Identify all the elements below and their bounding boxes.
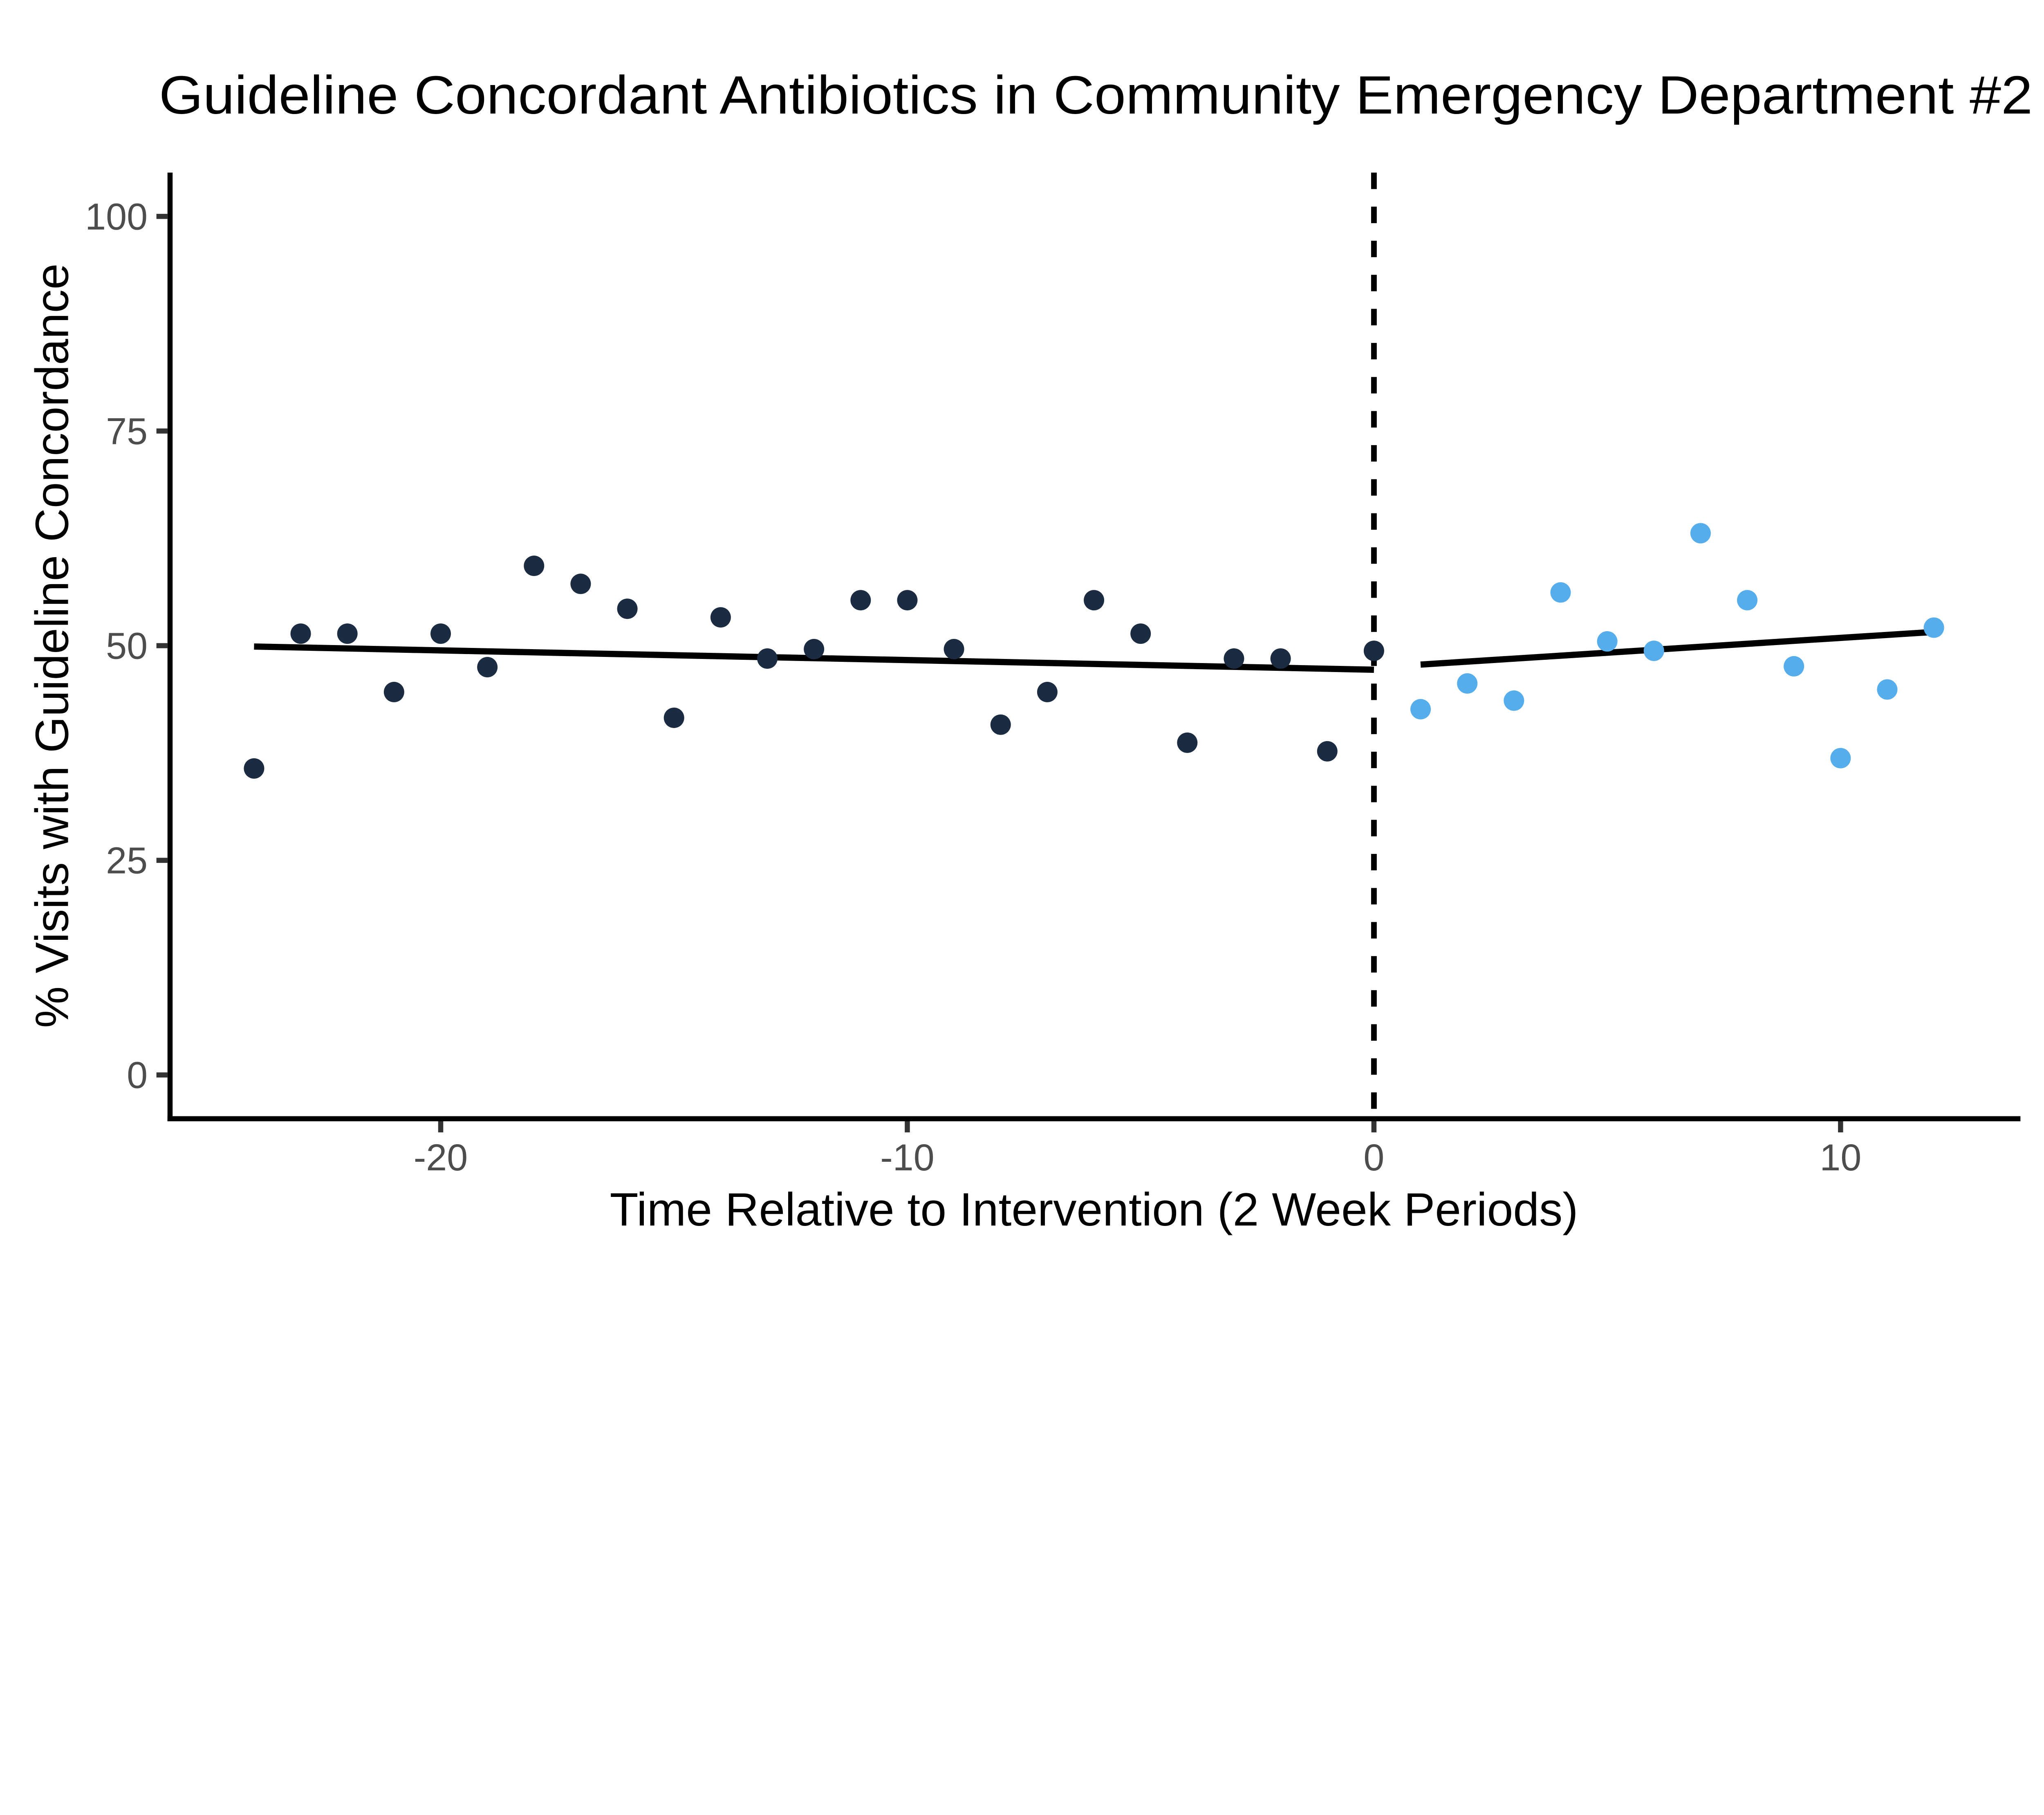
x-axis-title: Time Relative to Intervention (2 Week Pe… — [610, 1183, 1578, 1236]
data-point-post-intervention — [1877, 679, 1898, 700]
y-axis-title: % Visits with Guideline Concordance — [26, 263, 78, 1028]
data-point-pre-intervention — [617, 598, 638, 619]
y-tick-label: 50 — [106, 625, 148, 667]
data-point-pre-intervention — [1084, 590, 1105, 611]
data-point-pre-intervention — [897, 590, 918, 611]
data-point-post-intervention — [1690, 523, 1711, 544]
data-point-post-intervention — [1830, 748, 1851, 769]
data-point-post-intervention — [1410, 699, 1431, 719]
chart-figure: 0 25 50 75 100 -20 -10 0 10 Guideline Concordant … — [26, 65, 2033, 1236]
data-point-pre-intervention — [524, 556, 545, 576]
x-tick-label: 10 — [1820, 1137, 1861, 1179]
x-tick-label: -20 — [414, 1137, 468, 1179]
data-point-pre-intervention — [850, 590, 871, 611]
scatter-chart: 0 25 50 75 100 -20 -10 0 10 Guideline Concordant … — [26, 65, 2033, 1236]
data-point-pre-intervention — [804, 639, 825, 659]
y-tick-label: 25 — [106, 840, 148, 882]
y-tick-label: 0 — [127, 1055, 148, 1096]
data-point-pre-intervention — [710, 607, 731, 628]
data-point-pre-intervention — [1317, 741, 1338, 762]
data-point-pre-intervention — [1037, 681, 1058, 702]
data-point-pre-intervention — [944, 639, 964, 659]
y-tick-label: 75 — [106, 410, 148, 452]
data-point-pre-intervention — [430, 623, 451, 644]
data-point-pre-intervention — [1224, 648, 1244, 669]
data-point-pre-intervention — [1177, 732, 1198, 753]
data-point-pre-intervention — [1363, 641, 1384, 661]
post-trend-line — [1420, 629, 1934, 668]
data-point-post-intervention — [1643, 641, 1664, 661]
chart-title: Guideline Concordant Antibiotics in Comm… — [159, 65, 2033, 125]
data-point-post-intervention — [1737, 590, 1758, 611]
data-point-post-intervention — [1550, 582, 1571, 603]
data-point-pre-intervention — [570, 574, 591, 594]
data-point-pre-intervention — [383, 681, 404, 702]
data-point-post-intervention — [1597, 631, 1618, 652]
y-tick-label: 100 — [85, 196, 148, 238]
x-tick-label: -10 — [880, 1137, 934, 1179]
data-point-pre-intervention — [244, 758, 264, 779]
x-tick-label: 0 — [1363, 1137, 1384, 1179]
data-point-pre-intervention — [663, 707, 684, 728]
data-point-pre-intervention — [337, 623, 358, 644]
data-point-pre-intervention — [757, 648, 778, 669]
data-point-pre-intervention — [990, 714, 1011, 735]
data-point-pre-intervention — [1130, 623, 1151, 644]
data-point-pre-intervention — [477, 657, 498, 678]
data-point-pre-intervention — [1270, 648, 1291, 669]
data-point-post-intervention — [1923, 617, 1944, 638]
data-point-post-intervention — [1504, 690, 1524, 711]
data-point-post-intervention — [1457, 673, 1478, 694]
data-point-post-intervention — [1784, 656, 1804, 677]
data-point-pre-intervention — [290, 623, 311, 644]
